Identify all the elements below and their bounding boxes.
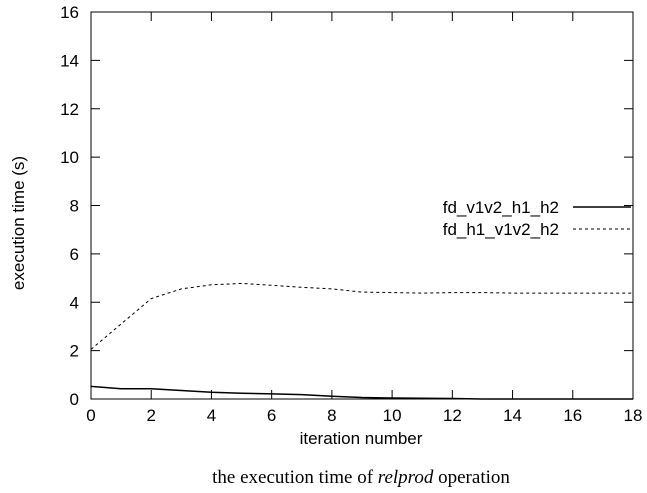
x-tick-label: 6 [267,406,276,425]
figure-caption: the execution time of relprod operation [212,467,510,488]
series-line-2 [90,282,633,350]
x-tick-label: 18 [624,406,643,425]
x-tick-label: 10 [383,406,402,425]
x-tick-label: 4 [207,406,216,425]
legend-label-1: fd_v1v2_h1_h2 [443,198,559,217]
x-tick-label: 16 [563,406,582,425]
caption-prefix: the execution time of [212,467,378,488]
y-tick-label: 10 [60,148,79,167]
x-axis-label: iteration number [300,429,423,448]
y-axis-label: execution time (s) [9,156,28,290]
y-tick-label: 12 [60,100,79,119]
series-line-1 [90,385,633,400]
x-tick-label: 8 [327,406,336,425]
y-tick-label: 16 [60,3,79,22]
y-tick-label: 2 [70,342,79,361]
series-group [90,282,633,400]
tick-group: 0 2 4 6 8 10 12 14 16 18 0 2 4 6 8 10 12 14 16 [60,3,642,425]
y-tick-label: 14 [60,51,79,70]
legend-label-2: fd_h1_v1v2_h2 [443,220,559,239]
caption-suffix: operation [433,467,510,488]
x-tick-label: 0 [86,406,95,425]
y-tick-label: 4 [70,293,79,312]
y-tick-label: 8 [70,197,79,216]
x-tick-label: 12 [443,406,462,425]
x-tick-label: 14 [503,406,522,425]
caption-emphasis: relprod [378,467,434,488]
y-tick-label: 6 [70,245,79,264]
legend: fd_v1v2_h1_h2 fd_h1_v1v2_h2 [443,198,631,239]
x-tick-label: 2 [146,406,155,425]
y-tick-label: 0 [70,390,79,409]
